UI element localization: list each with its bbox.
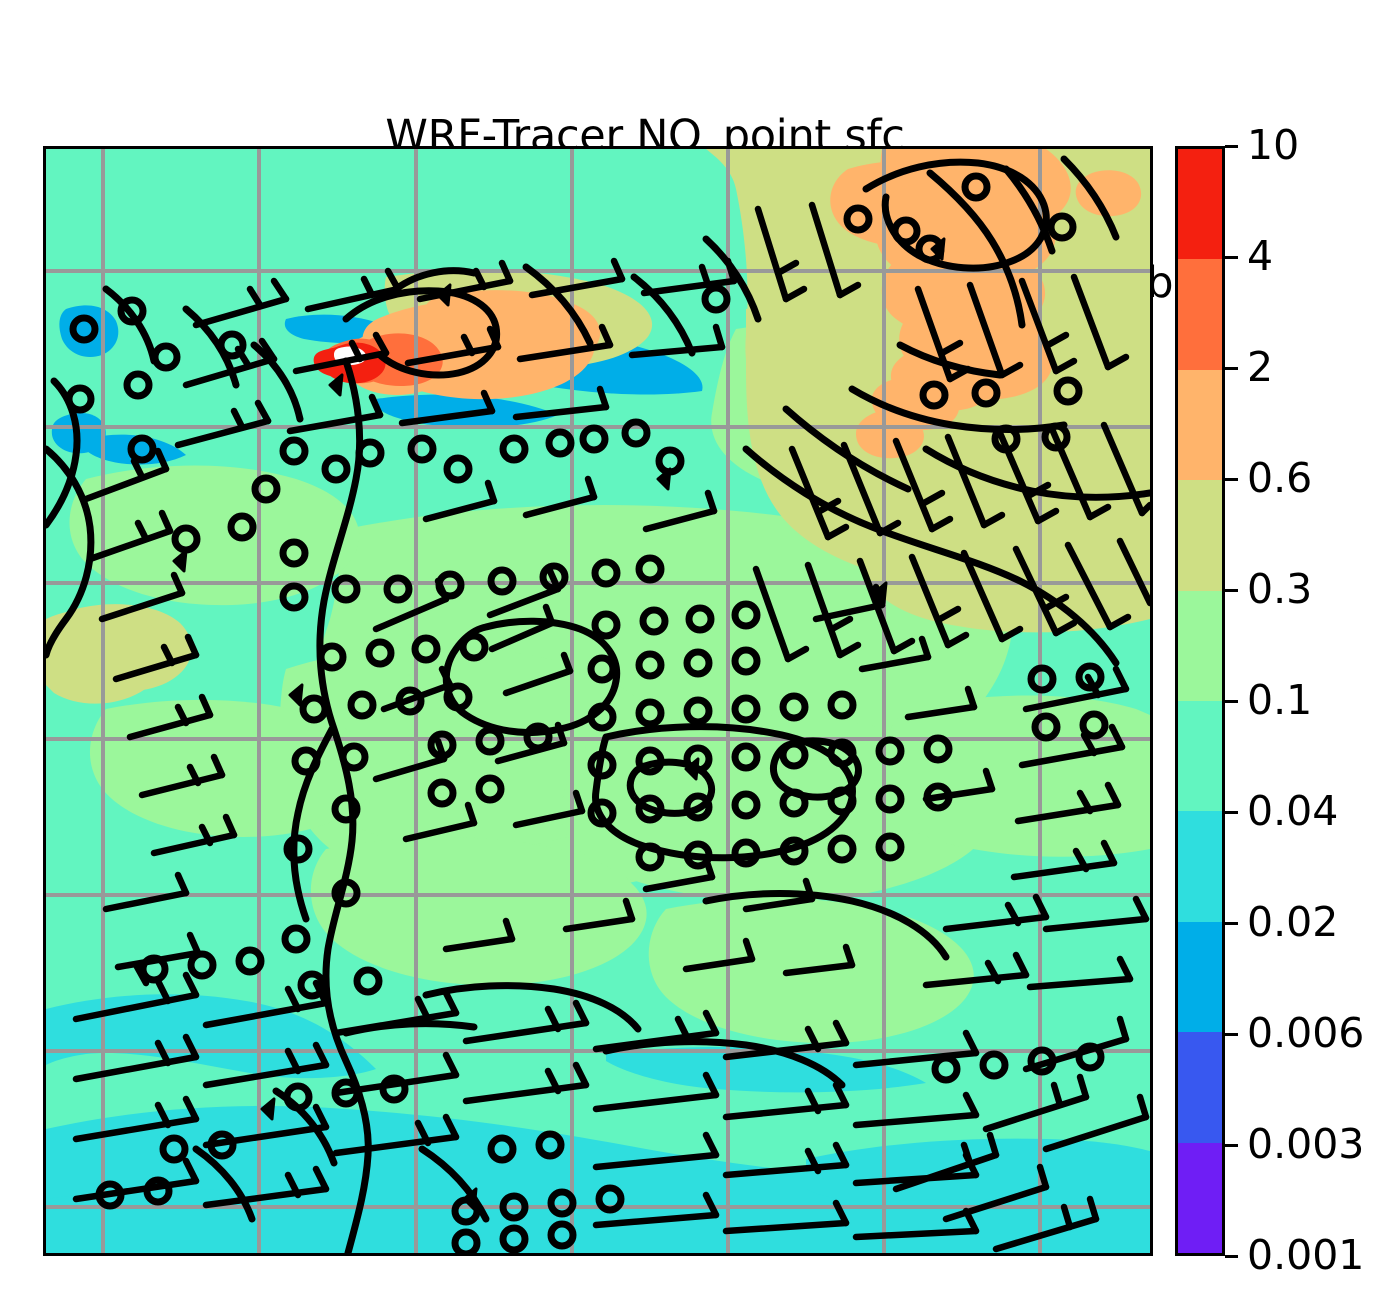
colorbar-tick-mark: [1225, 144, 1238, 148]
map-panel[interactable]: [43, 146, 1153, 1256]
contour-fill-layer: [46, 149, 1150, 1253]
colorbar-tick-label: 0.003: [1247, 1120, 1365, 1168]
colorbar-tick-label: 0.1: [1247, 676, 1313, 724]
colorbar-band-4: [1178, 590, 1222, 702]
colorbar-band-2: [1178, 369, 1222, 481]
colorbar-tick-mark: [1225, 1032, 1238, 1036]
colorbar-tick-label: 4: [1247, 232, 1274, 280]
colorbar-tick-mark: [1225, 699, 1238, 703]
colorbar-tick-axis: 10 4 2 0.6 0.3 0.1 0.04 0.02 0.006 0.003 0.001: [1225, 121, 1400, 1279]
colorbar-tick-mark: [1225, 810, 1238, 814]
colorbar-tick-label: 0.001: [1247, 1231, 1365, 1279]
colorbar-tick-label: 0.3: [1247, 565, 1313, 613]
colorbar-tick-label: 2: [1247, 343, 1274, 391]
colorbar-band-7: [1178, 921, 1222, 1033]
colorbar-band-8: [1178, 1032, 1222, 1143]
colorbar-band-0: [1178, 149, 1222, 260]
map-canvas: [46, 149, 1150, 1253]
colorbar[interactable]: [1175, 146, 1225, 1256]
colorbar-tick-label: 0.6: [1247, 454, 1313, 502]
colorbar-tick-mark: [1225, 921, 1238, 925]
colorbar-tick-mark: [1225, 1254, 1238, 1258]
colorbar-tick-mark: [1225, 366, 1238, 370]
colorbar-tick-mark: [1225, 255, 1238, 259]
colorbar-band-5: [1178, 701, 1222, 812]
colorbar-tick-mark: [1225, 588, 1238, 592]
colorbar-band-3: [1178, 480, 1222, 591]
colorbar-band-1: [1178, 259, 1222, 370]
colorbar-band-6: [1178, 811, 1222, 922]
colorbar-tick-label: 0.02: [1247, 898, 1339, 946]
colorbar-tick-label: 0.006: [1247, 1009, 1365, 1057]
colorbar-tick-label: 10: [1247, 121, 1300, 169]
wind-barb-layer: [65, 172, 1150, 1253]
colorbar-tick-mark: [1225, 1143, 1238, 1147]
colorbar-band-9: [1178, 1142, 1222, 1254]
colorbar-tick-label: 0.04: [1247, 787, 1339, 835]
colorbar-tick-mark: [1225, 477, 1238, 481]
